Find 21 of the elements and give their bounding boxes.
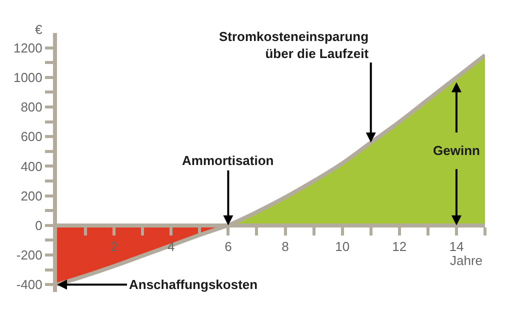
annotation: Gewinn bbox=[433, 143, 480, 158]
x-tick-label: 12 bbox=[392, 239, 407, 254]
x-tick-label: 14 bbox=[449, 239, 464, 254]
y-tick-label: 200 bbox=[20, 188, 42, 204]
y-tick-label: 400 bbox=[20, 158, 42, 174]
y-tick-label: 800 bbox=[20, 100, 42, 115]
y-tick-label: 1000 bbox=[13, 70, 42, 85]
annotation: Stromkosteneinsparung über die Laufzeit bbox=[219, 29, 370, 61]
x-axis-title: Jahre bbox=[450, 253, 483, 268]
y-tick-label: 0 bbox=[35, 218, 42, 233]
x-tick-label: 6 bbox=[224, 239, 232, 254]
y-tick-label: 600 bbox=[20, 129, 42, 144]
y-tick-label: 1200 bbox=[13, 40, 42, 56]
x-tick-label: 8 bbox=[282, 239, 289, 254]
y-tick-label: -400 bbox=[16, 277, 42, 292]
y-axis-title: € bbox=[35, 22, 43, 37]
annotation: Anschaffungskosten bbox=[129, 277, 258, 292]
y-tick-label: -200 bbox=[16, 248, 42, 263]
annotation: Ammortisation bbox=[182, 153, 274, 168]
x-tick-label: 2 bbox=[110, 239, 118, 254]
x-tick-label: 10 bbox=[335, 239, 350, 254]
